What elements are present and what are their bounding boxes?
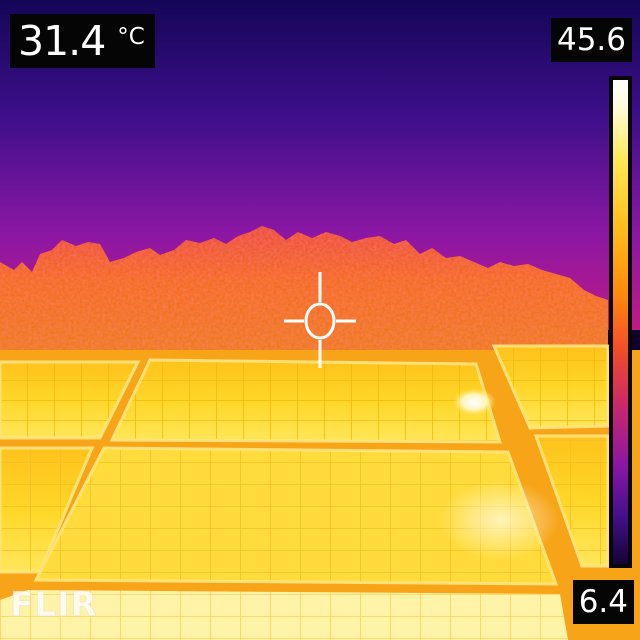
flir-logo: FLIR — [10, 585, 98, 622]
spot-meter-crosshair-icon — [284, 272, 356, 368]
scale-min-label: 6.4 — [572, 580, 634, 624]
spot-temperature-value: 31.4 — [18, 17, 106, 65]
color-scale-gradient — [613, 80, 628, 564]
scale-max-label: 45.6 — [550, 18, 632, 62]
temperature-unit: °C — [117, 24, 145, 50]
hot-spot — [452, 388, 496, 416]
temperature-color-scale — [609, 76, 632, 568]
spot-temperature-readout: 31.4 °C — [10, 14, 155, 68]
tree-line-texture — [0, 226, 608, 360]
svg-text:FLIR: FLIR — [10, 585, 98, 622]
